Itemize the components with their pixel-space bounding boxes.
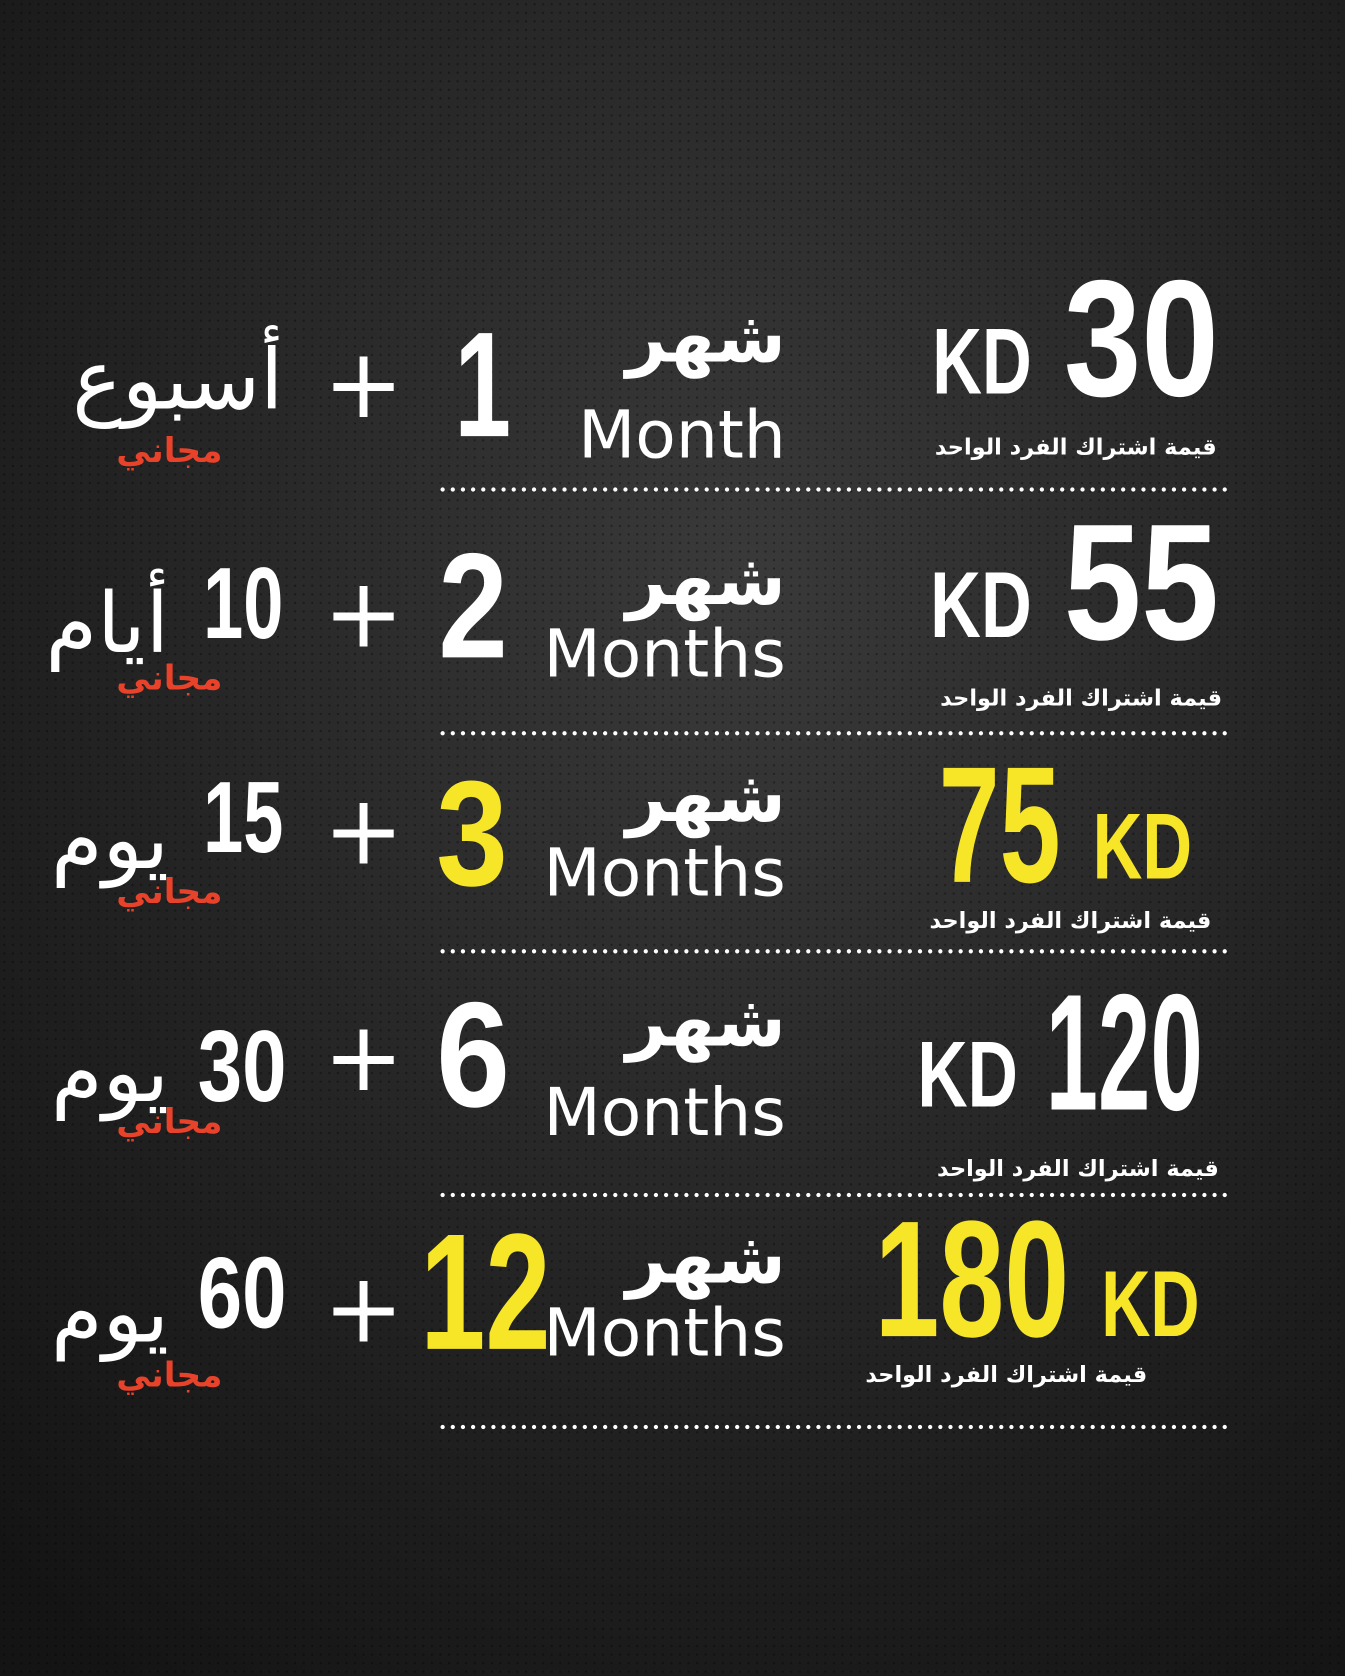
free-label: مجاني [116, 1102, 222, 1142]
month-ar: شهر [623, 980, 786, 1062]
bonus-number: 10 [203, 546, 283, 660]
bonus-number: 60 [198, 1236, 287, 1350]
plus: + [323, 1252, 404, 1364]
month-ar: شهر [623, 539, 786, 621]
price: 120 [1046, 961, 1203, 1146]
bonus-unit: يوم [51, 1024, 169, 1122]
month-ar: شهر [623, 296, 786, 378]
free-label: مجاني [116, 431, 222, 471]
plus: + [323, 1001, 404, 1113]
months: 1 [454, 301, 511, 468]
bonus-unit: يوم [51, 791, 169, 889]
plus: + [323, 558, 404, 670]
months: 6 [436, 971, 510, 1138]
price: 75 [939, 733, 1061, 918]
plus: + [323, 328, 404, 440]
free-label: مجاني [116, 1355, 222, 1395]
price-note: قيمة اشتراك الفرد الواحد [930, 908, 1212, 934]
bonus-number: 30 [198, 1009, 287, 1123]
month-en: Months [544, 1293, 786, 1371]
currency: KD [917, 1021, 1018, 1126]
bonus-unit: أيام [46, 569, 169, 672]
free-label: مجاني [116, 872, 222, 912]
price-note: قيمة اشتراك الفرد الواحد [865, 1362, 1147, 1388]
plus: + [323, 775, 404, 887]
months: 12 [420, 1200, 550, 1385]
bonus-number: 15 [203, 760, 283, 874]
bonus-unit: يوم [51, 1264, 169, 1362]
price-note: قيمة اشتراك الفرد الواحد [937, 1156, 1219, 1182]
month-en: Months [544, 1073, 786, 1151]
currency: KD [1093, 794, 1192, 899]
month-en: Months [544, 615, 786, 693]
month-en: Month [578, 395, 786, 473]
price: 30 [1064, 247, 1219, 432]
currency: KD [1101, 1251, 1199, 1356]
month-ar: شهر [623, 756, 786, 838]
price: 180 [875, 1187, 1070, 1372]
months: 3 [436, 750, 508, 917]
month-ar: شهر [623, 1218, 786, 1300]
price-note: قيمة اشتراك الفرد الواحد [940, 685, 1222, 711]
bonus-unit: أسبوع [72, 325, 283, 429]
currency: KD [932, 308, 1031, 413]
currency: KD [930, 552, 1032, 657]
months: 2 [438, 522, 507, 689]
price-note: قيمة اشتراك الفرد الواحد [935, 434, 1217, 460]
month-en: Months [544, 834, 786, 912]
price: 55 [1064, 490, 1219, 675]
free-label: مجاني [116, 658, 222, 698]
